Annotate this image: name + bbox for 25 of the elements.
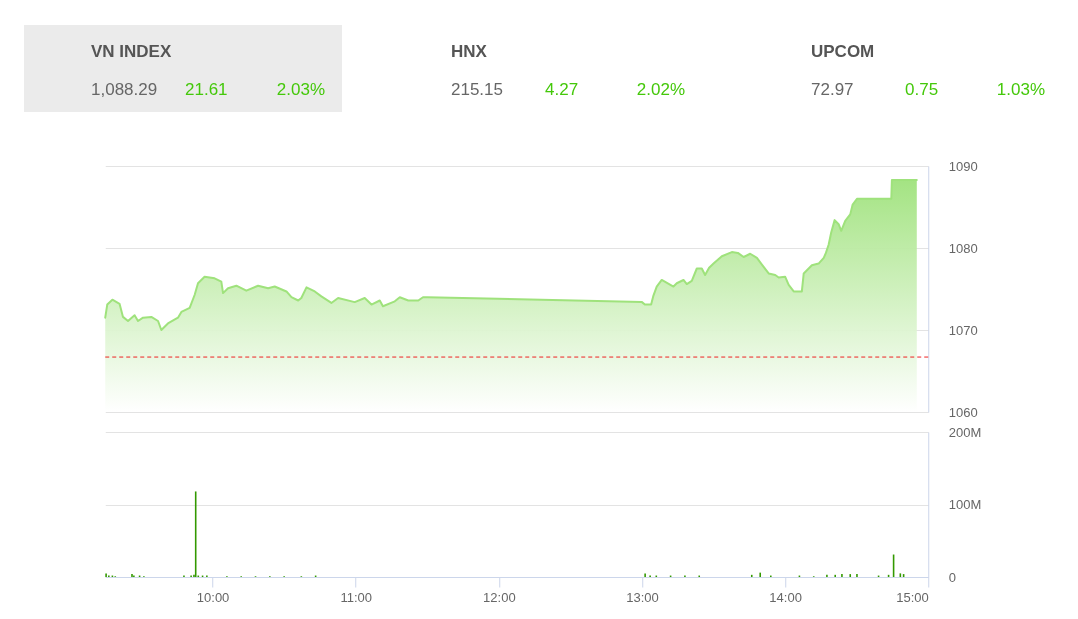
- text: 2.03%: [276, 80, 325, 99]
- text: 4.27: [545, 80, 579, 99]
- x-tick-label: 11:00: [340, 589, 373, 605]
- y-tick-label: 0: [948, 569, 956, 585]
- x-tick-label: 10:00: [196, 589, 230, 605]
- text: 1.03%: [996, 80, 1045, 99]
- text: 2.02%: [636, 80, 685, 99]
- y-tick-label: 100M: [948, 497, 982, 512]
- text: 72.97: [811, 80, 854, 99]
- text: UPCOM: [811, 42, 875, 61]
- x-tick-label: 14:00: [769, 589, 802, 605]
- text: 0.75: [905, 80, 939, 99]
- x-tick-label: 15:00: [896, 589, 929, 605]
- text: 21.61: [185, 80, 228, 99]
- text: HNX: [451, 42, 488, 61]
- y-tick-label: 200M: [948, 424, 982, 440]
- text: 1,088.29: [91, 80, 158, 99]
- y-tick-label: 1070: [948, 322, 978, 338]
- y-tick-label: 1090: [948, 158, 978, 174]
- text: 215.15: [451, 80, 503, 99]
- y-tick-label: 1080: [948, 240, 978, 256]
- y-tick-label: 1060: [948, 404, 978, 420]
- x-tick-label: 13:00: [626, 589, 659, 605]
- text: VN INDEX: [91, 42, 172, 61]
- x-tick-label: 12:00: [483, 589, 516, 605]
